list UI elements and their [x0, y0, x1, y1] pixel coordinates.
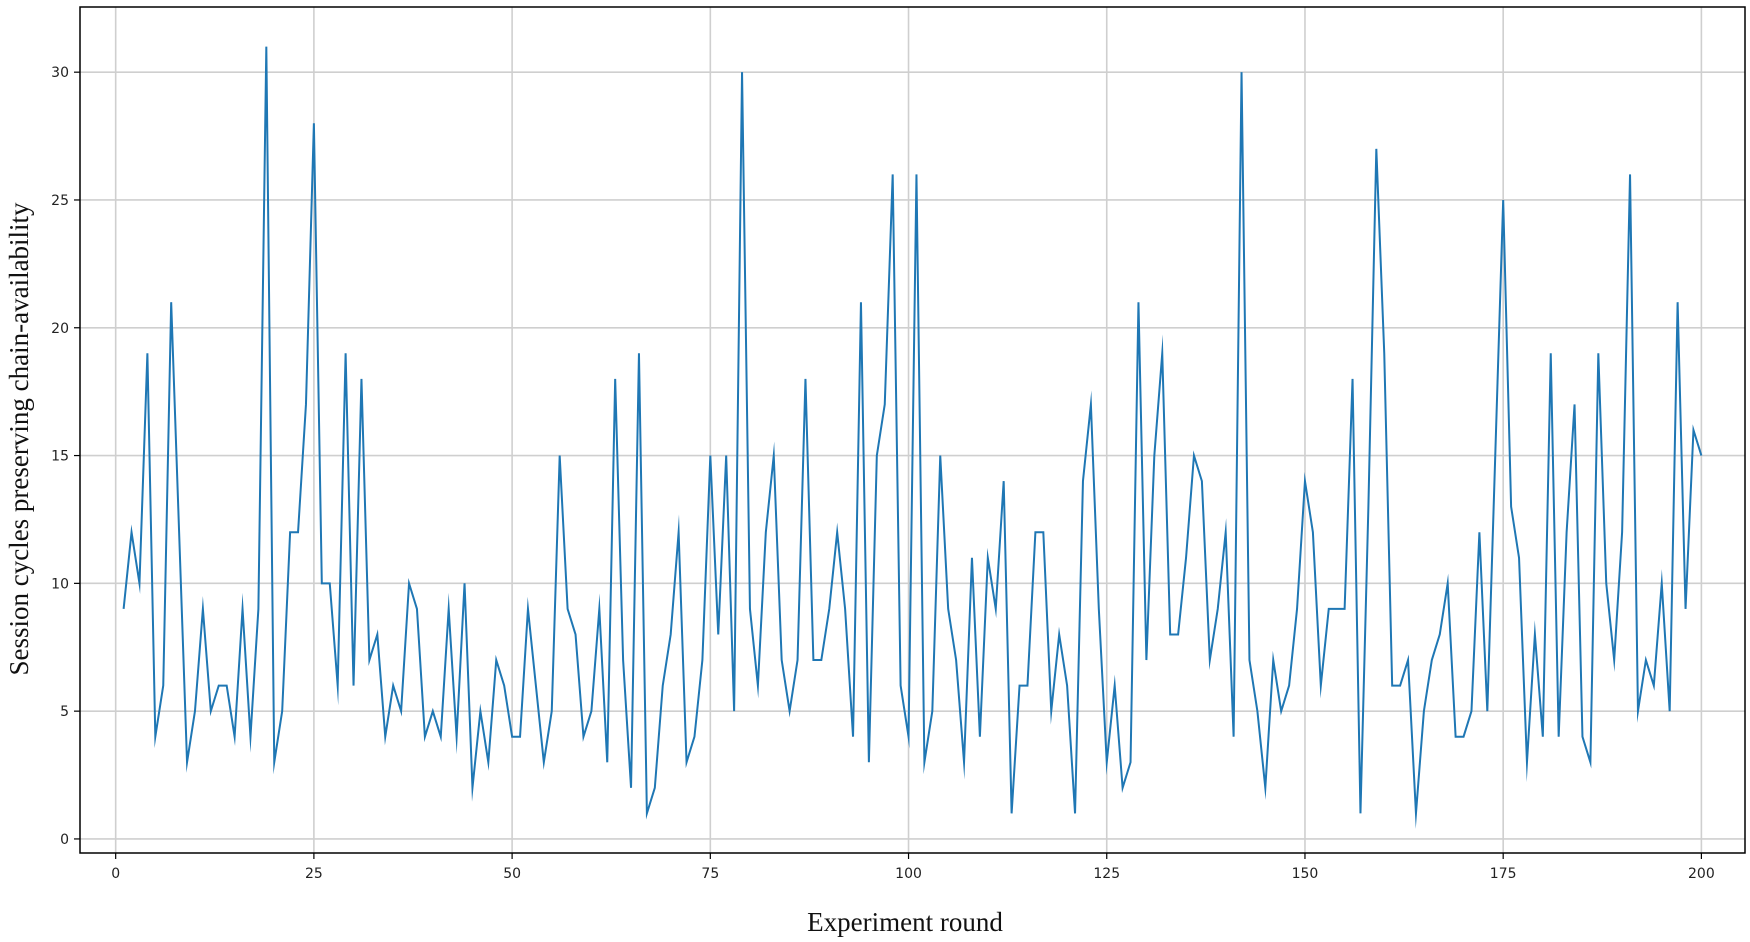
y-tick-label: 20: [51, 321, 69, 337]
x-tick-label: 25: [305, 866, 323, 882]
y-tick-label: 25: [51, 193, 69, 209]
x-tick-label: 150: [1292, 866, 1319, 882]
series-line: [122, 46, 1703, 829]
y-tick-label: 10: [51, 576, 69, 592]
plot-frame: [79, 6, 1746, 854]
data-series: [122, 46, 1703, 829]
x-tick-label: 50: [503, 866, 521, 882]
y-tick-label: 15: [51, 449, 69, 465]
x-tick-label: 125: [1093, 866, 1120, 882]
x-tick-label: 75: [701, 866, 719, 882]
y-tick-label: 5: [60, 704, 69, 720]
y-axis-title: Session cycles preserving chain-availabi…: [4, 202, 34, 676]
y-tick-label: 30: [51, 65, 69, 81]
x-tick-label: 100: [895, 866, 922, 882]
x-tick-label: 175: [1490, 866, 1517, 882]
x-tick-label: 0: [111, 866, 120, 882]
axis-ticks: 0 25 50 75 100 125 150 175 200 0 5 10 15 20 25 30: [51, 65, 1715, 882]
y-tick-label: 0: [60, 832, 69, 848]
x-axis-title: Experiment round: [807, 907, 1003, 937]
x-tick-label: 200: [1688, 866, 1715, 882]
